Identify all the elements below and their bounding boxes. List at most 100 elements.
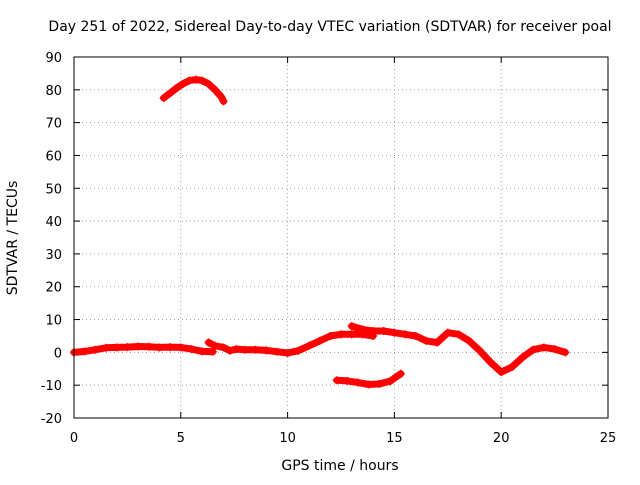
data-point <box>294 346 303 355</box>
chart-title: Day 251 of 2022, Sidereal Day-to-day VTE… <box>48 19 611 35</box>
x-tick-label: 25 <box>600 431 617 446</box>
data-point <box>262 346 271 355</box>
data-point <box>390 328 399 337</box>
y-tick-label: 60 <box>45 149 62 164</box>
data-point <box>486 358 495 367</box>
data-point <box>225 346 234 355</box>
y-tick-label: 20 <box>45 281 62 296</box>
data-point <box>210 341 219 350</box>
data-point <box>396 369 405 378</box>
series-arc-4 <box>347 322 570 377</box>
y-tick-label: 70 <box>45 117 62 132</box>
data-point <box>369 327 378 336</box>
data-point <box>178 79 187 88</box>
data-point <box>283 349 292 358</box>
data-point <box>386 377 395 386</box>
data-point <box>159 94 168 103</box>
data-point <box>379 327 388 336</box>
data-point <box>240 345 249 354</box>
data-point <box>172 84 181 93</box>
data-point <box>332 376 341 385</box>
data-point <box>272 347 281 356</box>
data-point <box>198 347 207 356</box>
data-point <box>166 89 175 98</box>
grid <box>74 57 608 418</box>
data-point <box>529 345 538 354</box>
x-tick-label: 0 <box>70 431 78 446</box>
data-point <box>433 338 442 347</box>
data-point <box>91 345 100 354</box>
data-point <box>208 347 217 356</box>
y-tick-label: -10 <box>41 379 62 394</box>
data-point <box>561 348 570 357</box>
data-point <box>518 353 527 362</box>
plot-area <box>70 75 570 389</box>
y-tick-label: -20 <box>41 412 62 427</box>
data-point <box>187 345 196 354</box>
data-point <box>343 376 352 385</box>
data-point <box>134 342 143 351</box>
data-point <box>550 345 559 354</box>
data-point <box>465 336 474 345</box>
data-point <box>155 343 164 352</box>
data-point <box>80 347 89 356</box>
data-point <box>539 343 548 352</box>
data-point <box>210 85 219 94</box>
data-point <box>204 338 213 347</box>
data-point <box>375 379 384 388</box>
data-point <box>232 345 241 354</box>
data-point <box>411 331 420 340</box>
series-arc-2 <box>204 330 378 358</box>
data-point <box>123 343 132 352</box>
data-point <box>347 330 356 339</box>
data-point <box>364 380 373 389</box>
data-point <box>304 341 313 350</box>
y-tick-label: 40 <box>45 215 62 230</box>
data-point <box>219 97 228 106</box>
x-tick-label: 5 <box>177 431 185 446</box>
y-tick-label: 0 <box>54 346 62 361</box>
data-point <box>454 330 463 339</box>
data-point <box>475 346 484 355</box>
plot-border <box>73 56 609 419</box>
data-point <box>443 328 452 337</box>
data-point <box>422 336 431 345</box>
data-point <box>251 345 260 354</box>
data-point <box>185 76 194 85</box>
series-arc-5 <box>332 369 405 389</box>
data-point <box>358 325 367 334</box>
data-point <box>102 343 111 352</box>
axes: 0 5 10 15 20 25 -20 -10 0 10 20 30 40 50 60 70 80 90 <box>41 51 617 446</box>
x-tick-label: 10 <box>279 431 296 446</box>
y-tick-label: 80 <box>45 84 62 99</box>
data-point <box>507 363 516 372</box>
data-point <box>204 79 213 88</box>
x-tick-label: 15 <box>386 431 403 446</box>
data-point <box>326 331 335 340</box>
data-point <box>219 343 228 352</box>
series-arc-3 <box>159 75 228 106</box>
data-point <box>112 343 121 352</box>
series-arc-1 <box>70 342 217 357</box>
data-point <box>497 368 506 377</box>
data-point <box>191 75 200 84</box>
data-point <box>315 336 324 345</box>
y-tick-label: 30 <box>45 248 62 263</box>
x-tick-label: 20 <box>493 431 510 446</box>
data-point <box>217 93 226 102</box>
x-axis-label: GPS time / hours <box>281 458 398 474</box>
y-axis-label: SDTVAR / TECUs <box>5 181 21 296</box>
y-tick-label: 90 <box>45 51 62 66</box>
data-point <box>347 322 356 331</box>
data-point <box>176 343 185 352</box>
data-point <box>166 343 175 352</box>
data-point <box>198 76 207 85</box>
y-tick-label: 50 <box>45 182 62 197</box>
y-tick-label: 10 <box>45 314 62 329</box>
data-point <box>354 378 363 387</box>
data-point <box>144 342 153 351</box>
data-point <box>401 330 410 339</box>
data-point <box>337 330 345 339</box>
